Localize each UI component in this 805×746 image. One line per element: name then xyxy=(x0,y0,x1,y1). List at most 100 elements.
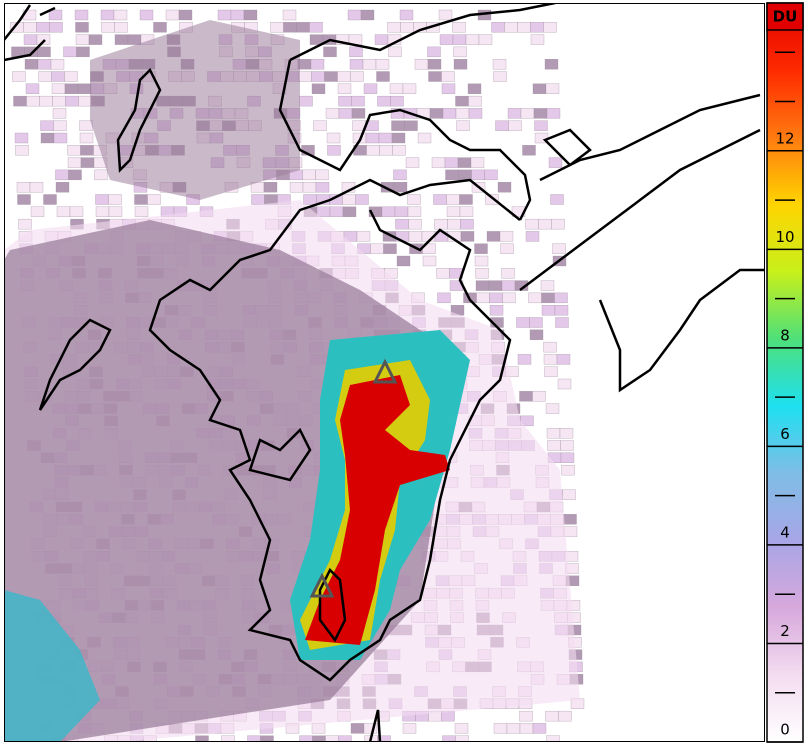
pixel-cell xyxy=(457,157,472,168)
pixel-cell xyxy=(349,59,364,70)
pixel-cell xyxy=(247,735,261,742)
pixel-cell xyxy=(546,108,561,119)
pixel-cell xyxy=(459,194,473,205)
pixel-cell xyxy=(263,182,278,193)
pixel-cell xyxy=(195,735,209,742)
pixel-cell xyxy=(153,22,167,33)
pixel-cell xyxy=(475,280,490,291)
pixel-cell xyxy=(540,280,555,291)
pixel-cell xyxy=(422,255,437,267)
pixel-cell xyxy=(283,22,297,33)
pixel-cell xyxy=(446,194,460,205)
pixel-cell xyxy=(324,71,338,82)
pixel-cell xyxy=(17,194,31,205)
pixel-cell xyxy=(282,9,297,21)
pixel-cell xyxy=(563,514,577,525)
pixel-cell xyxy=(455,735,469,742)
pixel-cell xyxy=(428,71,442,82)
pixel-cell xyxy=(311,71,325,82)
pixel-cell xyxy=(530,34,545,45)
colorbar-tick-label: 0 xyxy=(780,721,790,739)
pixel-cell xyxy=(310,59,325,70)
pixel-cell xyxy=(342,206,357,217)
pixel-cell xyxy=(533,108,548,119)
pixel-cell xyxy=(178,9,193,21)
pixel-cell xyxy=(37,46,51,58)
pixel-cell xyxy=(429,108,444,119)
pixel-cell xyxy=(405,157,420,168)
pixel-cell xyxy=(488,280,503,291)
pixel-cell xyxy=(39,95,53,107)
pixel-cell xyxy=(221,735,235,742)
pixel-cell xyxy=(506,723,521,734)
pixel-cell xyxy=(147,194,161,205)
pixel-cell xyxy=(532,391,546,402)
pixel-cell xyxy=(114,22,128,33)
pixel-cell xyxy=(519,710,533,722)
pixel-cell xyxy=(374,34,389,45)
pixel-cell xyxy=(55,169,69,181)
pixel-cell xyxy=(80,145,94,156)
pixel-cell xyxy=(433,194,447,205)
pixel-cell xyxy=(52,108,67,119)
pixel-cell xyxy=(408,231,423,242)
pixel-cell xyxy=(562,489,576,500)
pixel-cell xyxy=(75,22,89,33)
pixel-cell xyxy=(558,710,572,722)
pixel-cell xyxy=(519,723,534,734)
pixel-cell xyxy=(270,22,284,33)
pixel-cell xyxy=(377,735,391,742)
pixel-cell xyxy=(501,280,516,291)
pixel-cell xyxy=(289,182,304,193)
pixel-cell xyxy=(454,723,469,734)
pixel-cell xyxy=(528,292,542,304)
pixel-cell xyxy=(315,169,329,181)
pixel-cell xyxy=(400,22,414,33)
pixel-cell xyxy=(63,46,77,58)
pixel-cell xyxy=(460,218,474,230)
pixel-cell xyxy=(402,723,417,734)
pixel-cell xyxy=(545,83,560,94)
pixel-cell xyxy=(393,182,408,193)
pixel-cell xyxy=(337,83,352,94)
pixel-cell xyxy=(517,354,532,365)
pixel-cell xyxy=(65,95,79,107)
colorbar-tick-label: 6 xyxy=(780,425,790,443)
pixel-cell xyxy=(108,206,123,217)
pixel-cell xyxy=(546,735,560,742)
colorbar-tick-label: 12 xyxy=(775,129,794,147)
colorbar-unit-box xyxy=(766,2,804,31)
pixel-cell xyxy=(347,9,362,21)
pixel-cell xyxy=(100,9,115,21)
pixel-cell xyxy=(299,735,313,742)
pixel-cell xyxy=(29,182,44,193)
pixel-cell xyxy=(378,132,393,144)
pixel-cell xyxy=(329,206,344,217)
pixel-cell xyxy=(326,132,341,144)
pixel-cell xyxy=(36,22,50,33)
pixel-cell xyxy=(434,218,448,230)
pixel-cell xyxy=(37,59,52,70)
pixel-cell xyxy=(78,95,92,107)
pixel-cell xyxy=(50,59,65,70)
pixel-cell xyxy=(337,71,351,82)
pixel-cell xyxy=(316,206,331,217)
pixel-cell xyxy=(338,108,353,119)
pixel-cell xyxy=(365,132,380,144)
pixel-cell xyxy=(389,83,404,94)
pixel-cell xyxy=(101,22,115,33)
pixel-cell xyxy=(417,132,432,144)
pixel-cell xyxy=(507,108,522,119)
colorbar-tick-label: 10 xyxy=(775,228,794,246)
pixel-cell xyxy=(134,206,149,217)
pixel-cell xyxy=(24,59,39,70)
pixel-cell xyxy=(40,120,54,131)
pixel-cell xyxy=(442,735,456,742)
pixel-cell xyxy=(23,22,37,33)
pixel-cell xyxy=(356,231,371,242)
pixel-cell xyxy=(459,206,474,217)
pixel-cell xyxy=(391,132,406,144)
pixel-cell xyxy=(467,83,482,94)
pixel-cell xyxy=(338,735,352,742)
pixel-cell xyxy=(36,34,51,45)
